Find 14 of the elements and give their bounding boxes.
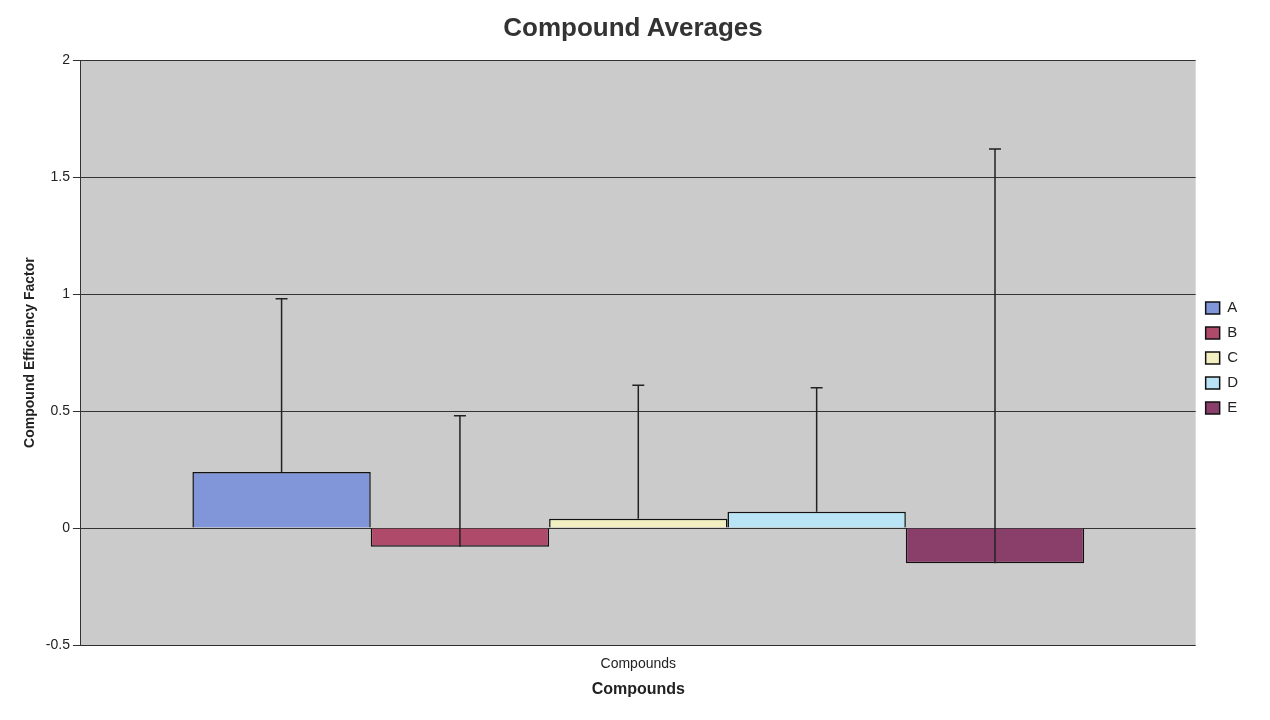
x-axis-title: Compounds: [591, 679, 686, 697]
legend-label: E: [1227, 398, 1238, 416]
y-tick-label: 0.5: [50, 401, 71, 418]
y-axis-title: Compound Efficiency Factor: [21, 256, 38, 448]
chart-title: Compound Averages: [503, 11, 763, 42]
legend-label: B: [1227, 323, 1238, 341]
legend-label: C: [1227, 348, 1239, 366]
y-tick-label: 2: [62, 51, 71, 68]
y-tick-label: 0: [62, 518, 71, 535]
legend-label: D: [1227, 373, 1239, 391]
legend-label: A: [1227, 298, 1238, 316]
y-tick-label: -0.5: [45, 635, 71, 652]
y-tick-label: 1: [62, 284, 71, 301]
y-tick-label: 1.5: [50, 168, 71, 185]
